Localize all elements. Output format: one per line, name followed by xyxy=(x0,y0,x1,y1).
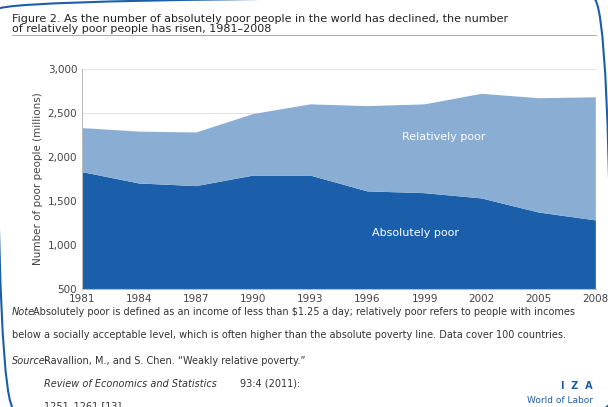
Text: Ravallion, M., and S. Chen. “Weakly relative poverty.”: Ravallion, M., and S. Chen. “Weakly rela… xyxy=(44,356,305,366)
Text: Source:: Source: xyxy=(12,356,49,366)
Text: I  Z  A: I Z A xyxy=(561,381,593,391)
Text: Relatively poor: Relatively poor xyxy=(402,132,485,142)
Y-axis label: Number of poor people (millions): Number of poor people (millions) xyxy=(33,93,43,265)
Text: below a socially acceptable level, which is often higher than the absolute pover: below a socially acceptable level, which… xyxy=(12,330,566,340)
Text: Absolutely poor is defined as an income of less than $1.25 a day; relatively poo: Absolutely poor is defined as an income … xyxy=(33,307,575,317)
Text: Note:: Note: xyxy=(12,307,38,317)
Text: Figure 2. As the number of absolutely poor people in the world has declined, the: Figure 2. As the number of absolutely po… xyxy=(12,14,508,24)
Text: 1251–1261 [13].: 1251–1261 [13]. xyxy=(44,401,124,407)
Text: 93:4 (2011):: 93:4 (2011): xyxy=(240,379,300,389)
Text: of relatively poor people has risen, 1981–2008: of relatively poor people has risen, 198… xyxy=(12,24,272,35)
Text: Review of Economics and Statistics: Review of Economics and Statistics xyxy=(44,379,216,389)
Text: Absolutely poor: Absolutely poor xyxy=(371,228,458,238)
Text: World of Labor: World of Labor xyxy=(527,396,593,405)
